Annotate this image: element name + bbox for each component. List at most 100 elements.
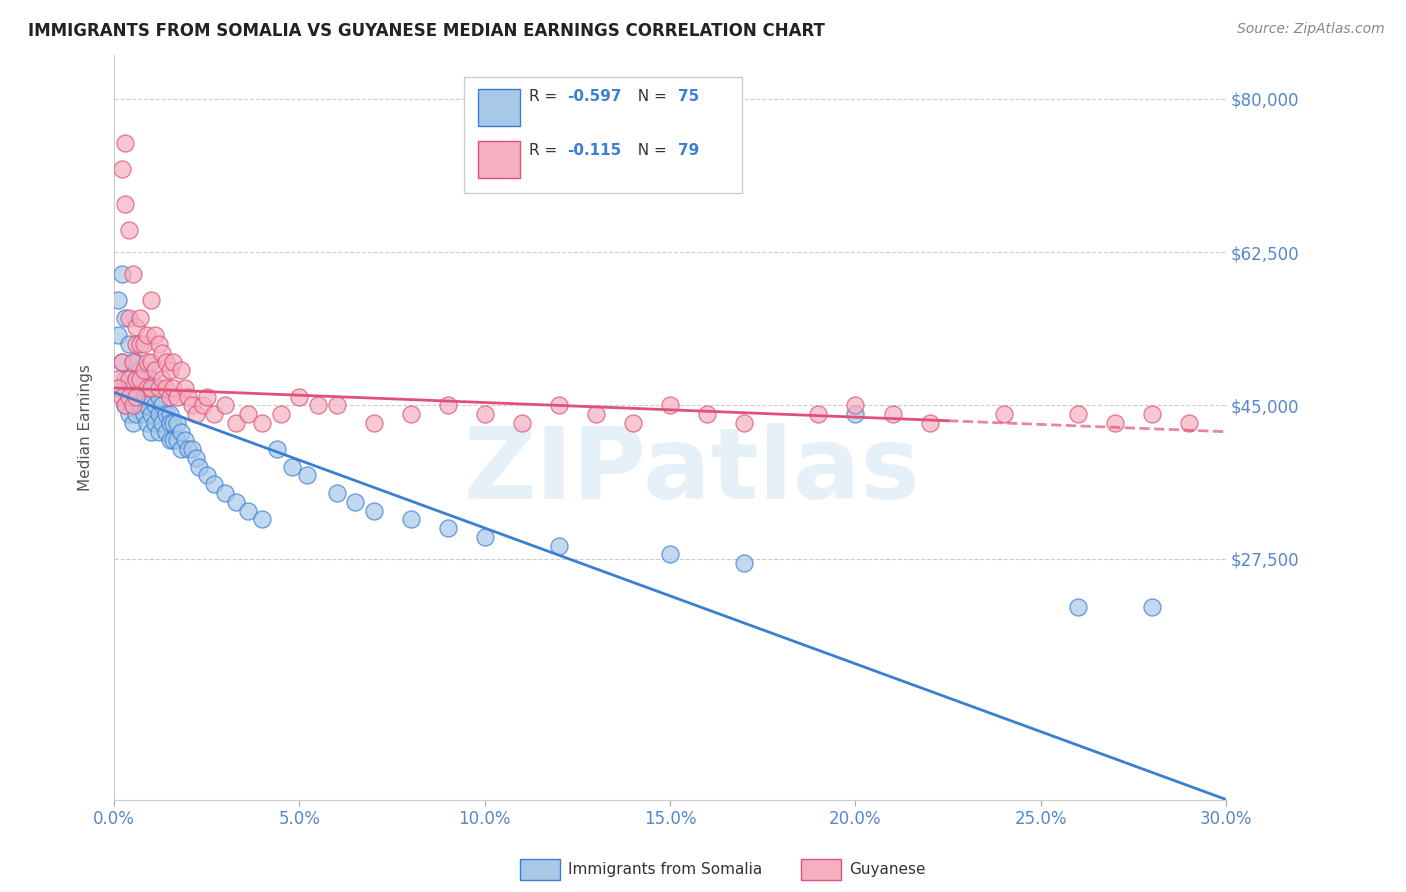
Point	[107, 381, 129, 395]
Point	[129, 310, 152, 325]
Point	[132, 372, 155, 386]
Point	[696, 407, 718, 421]
Point	[148, 381, 170, 395]
Point	[184, 450, 207, 465]
Point	[141, 372, 163, 386]
Point	[1067, 599, 1090, 614]
Point	[155, 381, 177, 395]
Point	[807, 407, 830, 421]
Point	[155, 354, 177, 368]
Point	[143, 363, 166, 377]
Text: ZIPatlas: ZIPatlas	[464, 424, 921, 521]
Point	[177, 390, 200, 404]
Point	[107, 372, 129, 386]
Point	[1067, 407, 1090, 421]
Point	[363, 503, 385, 517]
Point	[141, 425, 163, 439]
Text: 75: 75	[678, 88, 699, 103]
Point	[118, 372, 141, 386]
Point	[191, 399, 214, 413]
Point	[474, 407, 496, 421]
Point	[150, 416, 173, 430]
Point	[436, 521, 458, 535]
Point	[621, 416, 644, 430]
Point	[110, 390, 132, 404]
Point	[162, 434, 184, 448]
Point	[202, 477, 225, 491]
Point	[114, 310, 136, 325]
Point	[159, 416, 181, 430]
Point	[844, 407, 866, 421]
Point	[155, 407, 177, 421]
Point	[114, 197, 136, 211]
Point	[325, 486, 347, 500]
Point	[659, 547, 682, 561]
Point	[141, 381, 163, 395]
Point	[177, 442, 200, 457]
Point	[129, 363, 152, 377]
Point	[143, 328, 166, 343]
Point	[125, 354, 148, 368]
Point	[159, 363, 181, 377]
Point	[166, 434, 188, 448]
Point	[170, 442, 193, 457]
Point	[181, 442, 204, 457]
Point	[918, 416, 941, 430]
FancyBboxPatch shape	[478, 88, 520, 126]
Point	[110, 267, 132, 281]
Point	[132, 337, 155, 351]
Point	[125, 390, 148, 404]
Point	[114, 399, 136, 413]
Point	[118, 407, 141, 421]
Point	[162, 354, 184, 368]
Point	[281, 459, 304, 474]
Point	[659, 399, 682, 413]
Point	[214, 399, 236, 413]
Point	[110, 354, 132, 368]
Point	[585, 407, 607, 421]
Point	[125, 390, 148, 404]
Point	[399, 512, 422, 526]
Point	[121, 267, 143, 281]
Point	[129, 337, 152, 351]
Point	[143, 416, 166, 430]
Point	[150, 399, 173, 413]
Point	[141, 407, 163, 421]
Point	[129, 399, 152, 413]
FancyBboxPatch shape	[478, 141, 520, 178]
Point	[114, 399, 136, 413]
Point	[162, 416, 184, 430]
Text: -0.597: -0.597	[567, 88, 621, 103]
Point	[170, 363, 193, 377]
Point	[188, 459, 211, 474]
Point	[399, 407, 422, 421]
Point	[159, 434, 181, 448]
Point	[125, 337, 148, 351]
Point	[148, 407, 170, 421]
Point	[236, 407, 259, 421]
Point	[118, 381, 141, 395]
Point	[121, 416, 143, 430]
Text: Guyanese: Guyanese	[849, 863, 925, 877]
Point	[1140, 407, 1163, 421]
Text: N =: N =	[628, 143, 672, 158]
Point	[184, 407, 207, 421]
Point	[125, 319, 148, 334]
Point	[136, 399, 159, 413]
Point	[136, 354, 159, 368]
Point	[159, 407, 181, 421]
Point	[363, 416, 385, 430]
Point	[118, 223, 141, 237]
Point	[125, 407, 148, 421]
Point	[195, 390, 218, 404]
Point	[132, 390, 155, 404]
Point	[148, 390, 170, 404]
Point	[118, 310, 141, 325]
Point	[155, 425, 177, 439]
Point	[548, 539, 571, 553]
Point	[202, 407, 225, 421]
Point	[110, 354, 132, 368]
Point	[121, 354, 143, 368]
Point	[307, 399, 329, 413]
Point	[141, 390, 163, 404]
